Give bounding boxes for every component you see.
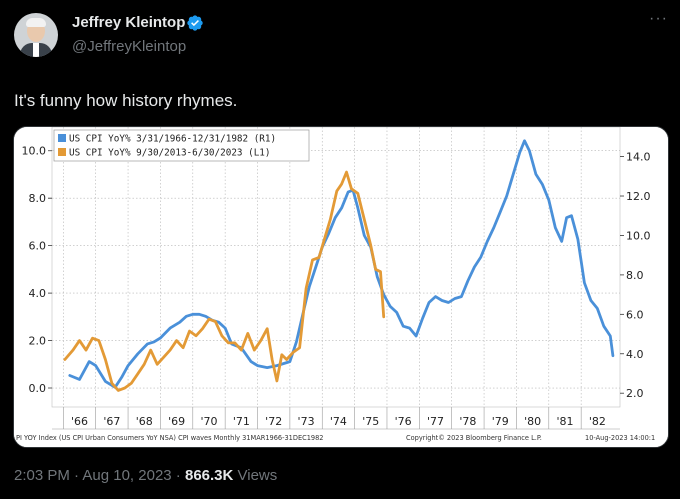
- cpi-chart: 10.0 8.0 6.0 4.0 2.0 0.0 14.0 12.0 10.0 8.0 6.0 4.…: [14, 127, 668, 447]
- right-axis-tick-label: 10.0: [626, 229, 651, 242]
- x-axis-tick-label: '70: [200, 415, 217, 428]
- views-count: 866.3K: [184, 467, 234, 484]
- tweet-footer: 2:03 PM · Aug 10, 2023 · 866.3K Views: [14, 467, 277, 484]
- x-axis-tick-label: '76: [395, 415, 412, 428]
- legend-label-2013: US CPI YoY% 9/30/2013-6/30/2023 (L1): [69, 148, 271, 159]
- series-line-cpi-2013-2023: [63, 170, 386, 392]
- x-axis-tick-label: '79: [492, 415, 509, 428]
- right-axis-tick-label: 6.0: [626, 308, 644, 321]
- x-axis-tick-label: '81: [556, 415, 573, 428]
- footer-separator: ·: [171, 467, 185, 484]
- chart-footer-copyright: Copyright© 2023 Bloomberg Finance L.P.: [406, 434, 542, 442]
- right-axis-tick-label: 2.0: [626, 387, 644, 400]
- left-axis-tick-label: 8.0: [29, 192, 47, 205]
- avatar-shirt: [33, 43, 39, 57]
- x-axis-tick-label: '78: [459, 415, 476, 428]
- x-axis-tick-label: '67: [103, 415, 120, 428]
- tweet-date[interactable]: Aug 10, 2023: [82, 467, 172, 484]
- views-label: Views: [233, 467, 278, 484]
- x-axis-tick-label: '73: [298, 415, 315, 428]
- display-name[interactable]: Jeffrey Kleintop: [72, 14, 186, 31]
- chart-legend: US CPI YoY% 3/31/1966-12/31/1982 (R1) US…: [53, 129, 310, 162]
- left-axis-tick-label: 6.0: [29, 240, 47, 253]
- x-axis-tick-label: '74: [330, 415, 347, 428]
- left-axis-tick-label: 2.0: [29, 335, 47, 348]
- x-axis-tick-label: '82: [589, 415, 606, 428]
- left-axis-tick-label: 0.0: [29, 382, 47, 395]
- legend-swatch-2013: [58, 148, 66, 156]
- legend-swatch-1966: [58, 134, 66, 142]
- footer-separator: ·: [69, 467, 83, 484]
- x-axis-tick-label: '69: [168, 415, 185, 428]
- tweet-media-chart[interactable]: 10.0 8.0 6.0 4.0 2.0 0.0 14.0 12.0 10.0 8.0 6.0 4.…: [13, 126, 669, 448]
- series-line-cpi-1966-1982: [68, 139, 615, 389]
- x-axis-tick-label: '68: [136, 415, 153, 428]
- left-axis-tick-label: 4.0: [29, 287, 47, 300]
- right-axis-tick-label: 12.0: [626, 190, 651, 203]
- chart-footer-left: PI YOY Index (US CPI Urban Consumers YoY…: [16, 434, 324, 442]
- user-handle[interactable]: @JeffreyKleintop: [72, 38, 187, 55]
- tweet-time[interactable]: 2:03 PM: [14, 467, 70, 484]
- x-axis-tick-label: '75: [362, 415, 379, 428]
- tweet-text: It's funny how history rhymes.: [14, 91, 238, 110]
- x-axis-tick-label: '72: [265, 415, 282, 428]
- chart-footer-date: 10-Aug-2023 14:00:1: [585, 434, 655, 442]
- x-axis-tick-label: '66: [71, 415, 88, 428]
- x-axis-tick-label: '71: [233, 415, 250, 428]
- x-axis-tick-label: '77: [427, 415, 444, 428]
- legend-label-1966: US CPI YoY% 3/31/1966-12/31/1982 (R1): [69, 134, 276, 145]
- verified-badge-icon: [187, 15, 203, 31]
- left-axis-tick-label: 10.0: [22, 145, 47, 158]
- right-axis-tick-label: 4.0: [626, 348, 644, 361]
- right-axis-tick-label: 14.0: [626, 151, 651, 164]
- right-axis-tick-label: 8.0: [626, 269, 644, 282]
- x-axis-tick-label: '80: [524, 415, 541, 428]
- avatar[interactable]: [14, 13, 58, 57]
- avatar-hair: [26, 18, 46, 27]
- more-options-icon[interactable]: ···: [649, 10, 668, 27]
